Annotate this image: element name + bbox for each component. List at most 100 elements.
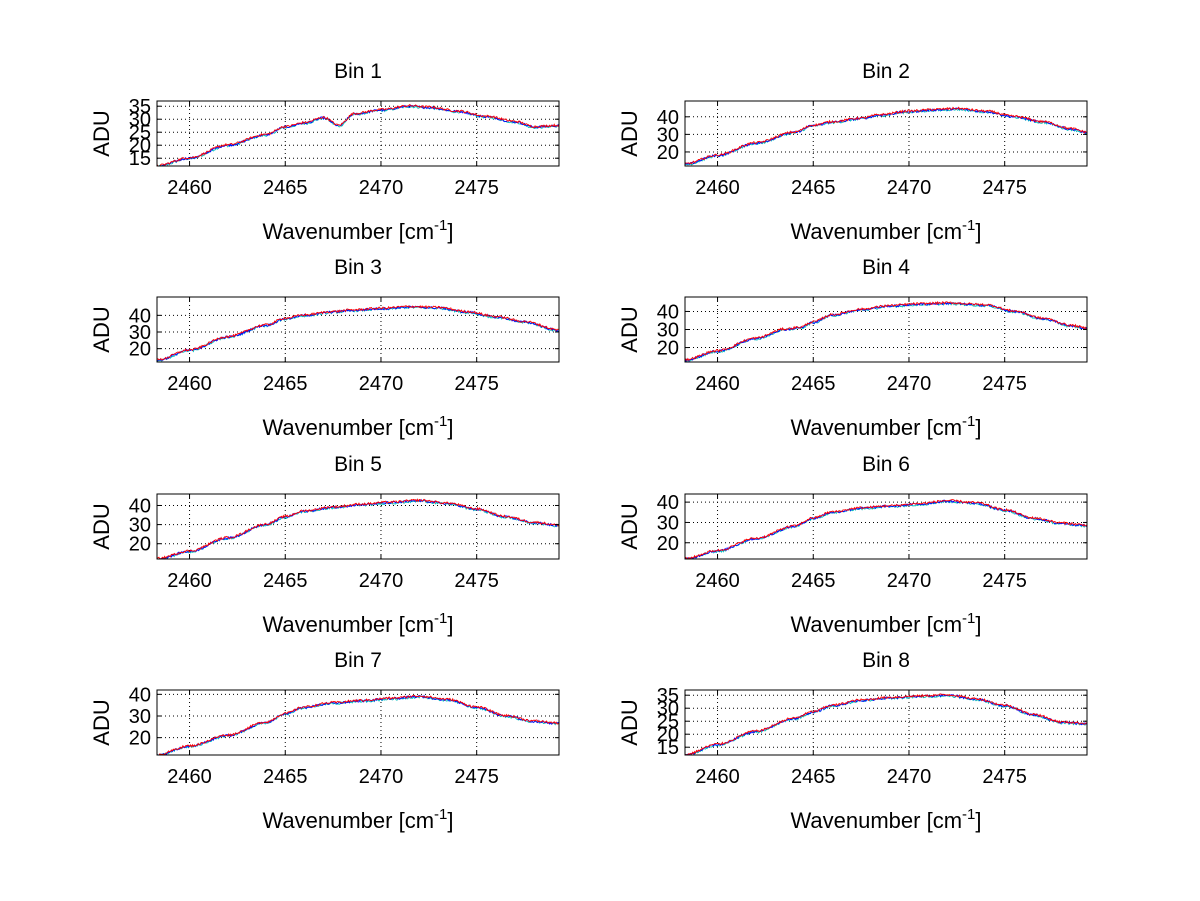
axes-frame [684,689,1088,756]
y-tick-label: 30 [129,322,151,344]
x-axis-label: Wavenumber [cm-1] [790,806,981,833]
y-tick-label: 15 [129,148,151,170]
plot-area [157,101,559,166]
x-axis-label: Wavenumber [cm-1] [790,217,981,244]
x-axis-label: Wavenumber [cm-1] [790,610,981,637]
y-tick-label: 20 [657,533,679,555]
y-tick-label: 20 [129,728,151,750]
x-tick-label: 2460 [167,177,212,199]
x-axis-label-superscript: -1 [962,806,975,823]
x-axis-label-text: Wavenumber [cm [790,808,962,833]
x-axis-label-superscript: -1 [434,806,447,823]
spectrum-series-3 [156,498,560,560]
y-tick-label: 25 [129,122,151,144]
x-axis-label-suffix: ] [975,219,981,244]
y-tick-label: 40 [657,107,679,129]
x-axis-label-superscript: -1 [434,413,447,430]
x-tick-label: 2470 [887,373,932,395]
y-tick-label: 20 [657,724,679,746]
x-tick-label: 2465 [791,570,836,592]
subplot-title: Bin 2 [862,60,910,83]
y-tick-label: 25 [657,711,679,733]
y-tick-label: 20 [129,135,151,157]
y-tick-label: 30 [657,698,679,720]
x-axis-label-superscript: -1 [434,217,447,234]
y-axis-label: ADU [89,110,114,156]
x-axis-label: Wavenumber [cm-1] [262,217,453,244]
spectrum-series-3 [684,499,1088,560]
x-tick-label: 2460 [695,766,740,788]
x-tick-label: 2465 [263,766,308,788]
subplot-title: Bin 4 [862,256,910,279]
x-tick-label: 2475 [454,570,499,592]
axes-frame [156,689,560,756]
subplot-title: Bin 8 [862,649,910,672]
x-axis-label-superscript: -1 [962,413,975,430]
x-tick-label: 2470 [359,373,404,395]
y-tick-label: 40 [657,301,679,323]
x-axis-label-superscript: -1 [434,610,447,627]
axes-frame [684,100,1088,167]
y-tick-label: 35 [129,96,151,118]
y-tick-label: 35 [657,685,679,707]
y-axis-label: ADU [617,503,642,549]
x-axis-label-suffix: ] [975,808,981,833]
x-axis-label-suffix: ] [447,219,453,244]
x-axis-label-suffix: ] [447,808,453,833]
y-tick-label: 40 [129,305,151,327]
plot-area [157,297,559,362]
spectrum-series-3 [157,694,560,756]
x-axis-label: Wavenumber [cm-1] [262,413,453,440]
y-axis-label: ADU [89,503,114,549]
spectrum-series-3 [156,305,560,361]
x-axis-label: Wavenumber [cm-1] [262,806,453,833]
x-tick-label: 2465 [263,177,308,199]
subplot-title: Bin 1 [334,60,382,83]
x-tick-label: 2465 [791,177,836,199]
y-tick-label: 15 [657,737,679,759]
plot-area [685,494,1087,559]
subplot-title: Bin 5 [334,453,382,476]
y-tick-label: 40 [129,495,151,517]
y-tick-label: 30 [129,515,151,537]
y-tick-label: 20 [657,142,679,164]
x-axis-label-suffix: ] [975,415,981,440]
x-tick-label: 2475 [454,766,499,788]
spectrum-series-3 [684,693,1088,756]
plot-area [685,101,1087,166]
axes-frame [156,296,560,363]
x-axis-label: Wavenumber [cm-1] [790,413,981,440]
subplot-title: Bin 6 [862,453,910,476]
x-axis-label-text: Wavenumber [cm [262,415,434,440]
y-tick-label: 20 [129,534,151,556]
y-axis-label: ADU [617,699,642,745]
y-axis-label: ADU [89,306,114,352]
x-tick-label: 2460 [695,373,740,395]
x-axis-label-text: Wavenumber [cm [790,612,962,637]
x-tick-label: 2465 [791,373,836,395]
y-axis-label: ADU [617,306,642,352]
y-tick-label: 40 [657,492,679,514]
x-axis-label-superscript: -1 [962,217,975,234]
axes-frame [156,493,560,560]
x-axis-label-text: Wavenumber [cm [262,219,434,244]
x-axis-label: Wavenumber [cm-1] [262,610,453,637]
x-tick-label: 2460 [695,177,740,199]
plot-area [685,690,1087,755]
x-tick-label: 2470 [359,177,404,199]
y-tick-label: 30 [657,512,679,534]
x-axis-label-suffix: ] [975,612,981,637]
x-tick-label: 2470 [359,570,404,592]
y-tick-label: 30 [657,124,679,146]
x-tick-label: 2460 [167,570,212,592]
spectrum-series-3 [684,106,1088,165]
x-tick-label: 2475 [454,177,499,199]
